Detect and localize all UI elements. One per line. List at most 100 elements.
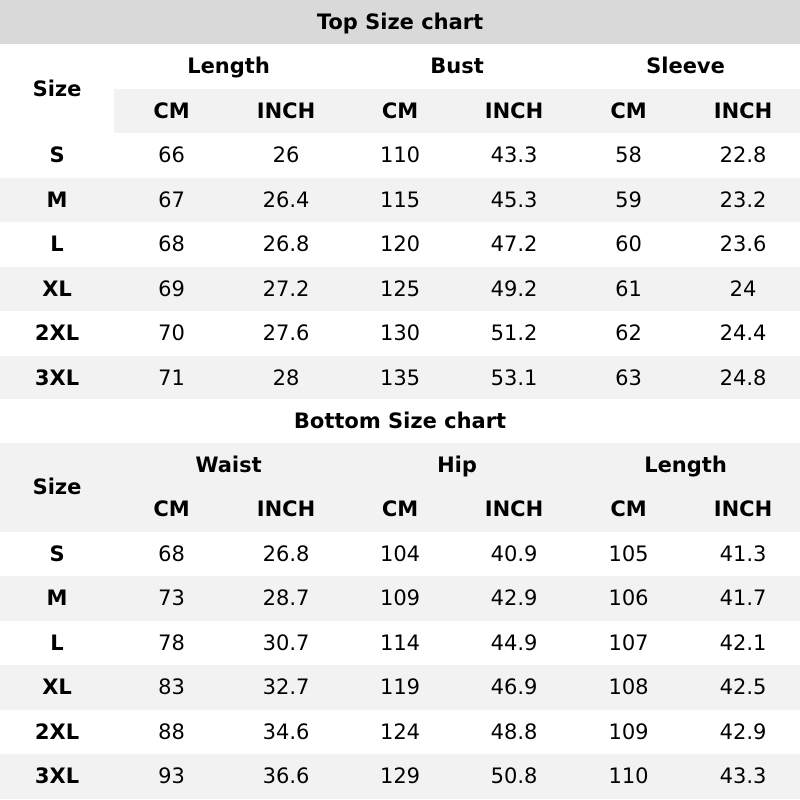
value-cell: 26.4: [262, 187, 310, 212]
value-cell: 60: [615, 232, 642, 257]
value-cell: 42.9: [719, 719, 767, 744]
value-cell: 110: [379, 143, 421, 168]
top-unit-header: INCH: [484, 98, 544, 123]
bottom-group-header: Length: [644, 452, 727, 477]
size-cell: 2XL: [34, 719, 80, 744]
value-cell: 42.9: [490, 586, 538, 611]
bottom-group-header: Hip: [437, 452, 477, 477]
value-cell: 36.6: [262, 764, 310, 789]
top-unit-header: INCH: [256, 98, 316, 123]
size-cell: XL: [42, 276, 72, 301]
bottom-unit-header: INCH: [484, 497, 544, 522]
value-cell: 62: [615, 321, 642, 346]
value-cell: 78: [158, 630, 185, 655]
value-cell: 58: [615, 143, 642, 168]
value-cell: 93: [158, 764, 185, 789]
value-cell: 104: [379, 541, 421, 566]
value-cell: 61: [615, 276, 642, 301]
value-cell: 67: [158, 187, 185, 212]
table-row: 2XL 88 34.6 124 48.8 109 42.9: [0, 710, 800, 755]
size-cell: XL: [42, 675, 72, 700]
value-cell: 46.9: [490, 675, 538, 700]
value-cell: 28.7: [262, 586, 310, 611]
value-cell: 47.2: [490, 232, 538, 257]
bottom-unit-header: INCH: [256, 497, 316, 522]
value-cell: 50.8: [490, 764, 538, 789]
value-cell: 109: [608, 719, 649, 744]
top-group-header: Sleeve: [646, 54, 725, 79]
top-unit-header: CM: [381, 98, 419, 123]
value-cell: 108: [608, 675, 649, 700]
value-cell: 115: [379, 187, 421, 212]
value-cell: 114: [379, 630, 421, 655]
bottom-unit-header: CM: [153, 497, 190, 522]
value-cell: 66: [158, 143, 185, 168]
table-row: 2XL 70 27.6 130 51.2 62 24.4: [0, 311, 800, 356]
top-unit-row-bg: [114, 88, 800, 133]
value-cell: 63: [615, 365, 642, 390]
bottom-table-header: Size Waist Hip Length CM INCH CM INCH CM INCH: [0, 442, 800, 532]
size-cell: M: [46, 187, 68, 212]
table-row: XL 83 32.7 119 46.9 108 42.5: [0, 665, 800, 710]
value-cell: 105: [608, 541, 649, 566]
size-cell: S: [49, 143, 65, 168]
value-cell: 48.8: [490, 719, 538, 744]
value-cell: 68: [158, 232, 185, 257]
value-cell: 32.7: [262, 675, 310, 700]
top-table-title: Top Size chart: [0, 0, 800, 44]
value-cell: 40.9: [490, 541, 538, 566]
value-cell: 28: [272, 365, 300, 390]
size-cell: 2XL: [34, 321, 80, 346]
top-unit-header: CM: [610, 98, 647, 123]
value-cell: 110: [608, 764, 649, 789]
value-cell: 43.3: [719, 764, 767, 789]
value-cell: 70: [158, 321, 185, 346]
value-cell: 59: [615, 187, 642, 212]
table-row: S 66 26 110 43.3 58 22.8: [0, 133, 800, 178]
value-cell: 41.3: [719, 541, 767, 566]
size-cell: 3XL: [34, 764, 80, 789]
value-cell: 26.8: [262, 541, 310, 566]
top-unit-header: INCH: [713, 98, 773, 123]
value-cell: 109: [379, 586, 421, 611]
value-cell: 107: [608, 630, 649, 655]
value-cell: 106: [608, 586, 649, 611]
value-cell: 34.6: [262, 719, 310, 744]
table-row: XL 69 27.2 125 49.2 61 24: [0, 266, 800, 311]
top-size-table: Top Size chart Size Length Bust Sleeve CM INCH…: [0, 0, 800, 400]
value-cell: 49.2: [490, 276, 538, 301]
bottom-unit-header: CM: [610, 497, 647, 522]
value-cell: 43.3: [490, 143, 538, 168]
top-group-header: Length: [187, 54, 270, 79]
value-cell: 42.1: [719, 630, 767, 655]
value-cell: 83: [158, 675, 185, 700]
bottom-size-header: Size: [32, 475, 82, 499]
top-group-header: Bust: [430, 54, 484, 79]
size-cell: M: [46, 586, 68, 611]
table-row: S 68 26.8 104 40.9 105 41.3: [0, 532, 800, 577]
value-cell: 24.8: [719, 365, 767, 390]
value-cell: 23.2: [719, 187, 767, 212]
bottom-unit-header: CM: [381, 497, 419, 522]
table-row: 3XL 93 36.6 129 50.8 110 43.3: [0, 754, 800, 799]
top-table-header: Size Length Bust Sleeve CM INCH CM INCH CM INCH: [0, 44, 800, 133]
bottom-table-title: Bottom Size chart: [0, 398, 800, 443]
table-row: L 78 30.7 114 44.9 107 42.1: [0, 621, 800, 666]
value-cell: 26: [272, 143, 300, 168]
bottom-size-table: Bottom Size chart Size Waist Hip Length CM INC…: [0, 398, 800, 799]
value-cell: 24.4: [719, 321, 767, 346]
value-cell: 119: [379, 675, 421, 700]
size-cell: 3XL: [34, 365, 80, 390]
top-size-header: Size: [32, 76, 82, 101]
value-cell: 30.7: [262, 630, 310, 655]
value-cell: 120: [379, 232, 421, 257]
value-cell: 42.5: [719, 675, 767, 700]
value-cell: 130: [379, 321, 421, 346]
table-row: M 73 28.7 109 42.9 106 41.7: [0, 576, 800, 621]
value-cell: 51.2: [490, 321, 538, 346]
value-cell: 53.1: [490, 365, 538, 390]
top-unit-header: CM: [153, 98, 190, 123]
table-row: M 67 26.4 115 45.3 59 23.2: [0, 177, 800, 222]
value-cell: 69: [158, 276, 185, 301]
value-cell: 88: [158, 719, 185, 744]
